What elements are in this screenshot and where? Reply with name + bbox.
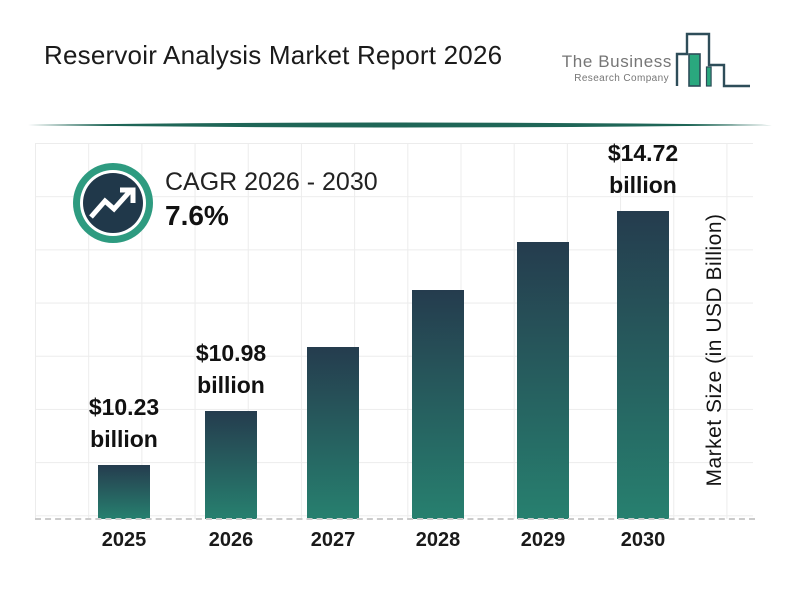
value-unit: billion — [197, 372, 265, 398]
bar-2026 — [205, 411, 257, 519]
value-unit: billion — [609, 172, 677, 198]
logo-company-name: The Business — [561, 52, 672, 71]
value-amount: $10.98 — [195, 340, 267, 366]
y-axis-label: Market Size (in USD Billion) — [703, 213, 726, 487]
bar-2029 — [517, 242, 569, 519]
cagr-texts: CAGR 2026 - 2030 7.6% — [165, 168, 378, 232]
value-label-2030: $14.72 billion — [563, 137, 723, 201]
cagr-value: 7.6% — [165, 200, 229, 231]
category-label-2028: 2028 — [415, 529, 461, 551]
chart-baseline — [35, 518, 755, 520]
trending-up-icon — [73, 163, 153, 243]
logo-company-subname: Research Company — [574, 73, 669, 84]
bar-2028 — [412, 290, 464, 519]
bar-2030 — [617, 211, 669, 519]
value-unit: billion — [90, 426, 158, 452]
value-amount: $14.72 — [607, 140, 679, 166]
bar-2027 — [307, 347, 359, 519]
category-label-2027: 2027 — [310, 529, 356, 551]
category-label-2025: 2025 — [101, 529, 147, 551]
category-label-2026: 2026 — [208, 529, 254, 551]
logo-bars-icon — [675, 32, 750, 88]
value-label-2026: $10.98 billion — [151, 337, 311, 401]
bar-2025 — [98, 465, 150, 519]
category-label-2030: 2030 — [620, 529, 666, 551]
page-title: Reservoir Analysis Market Report 2026 — [44, 40, 503, 70]
company-logo: The Business Research Company — [560, 26, 756, 90]
cagr-label: CAGR 2026 - 2030 — [165, 168, 378, 196]
logo-text: The Business Research Company — [562, 52, 672, 84]
value-amount: $10.23 — [88, 394, 160, 420]
category-label-2029: 2029 — [520, 529, 566, 551]
value-label-2025: $10.23 billion — [44, 391, 204, 455]
divider-line — [28, 122, 772, 128]
